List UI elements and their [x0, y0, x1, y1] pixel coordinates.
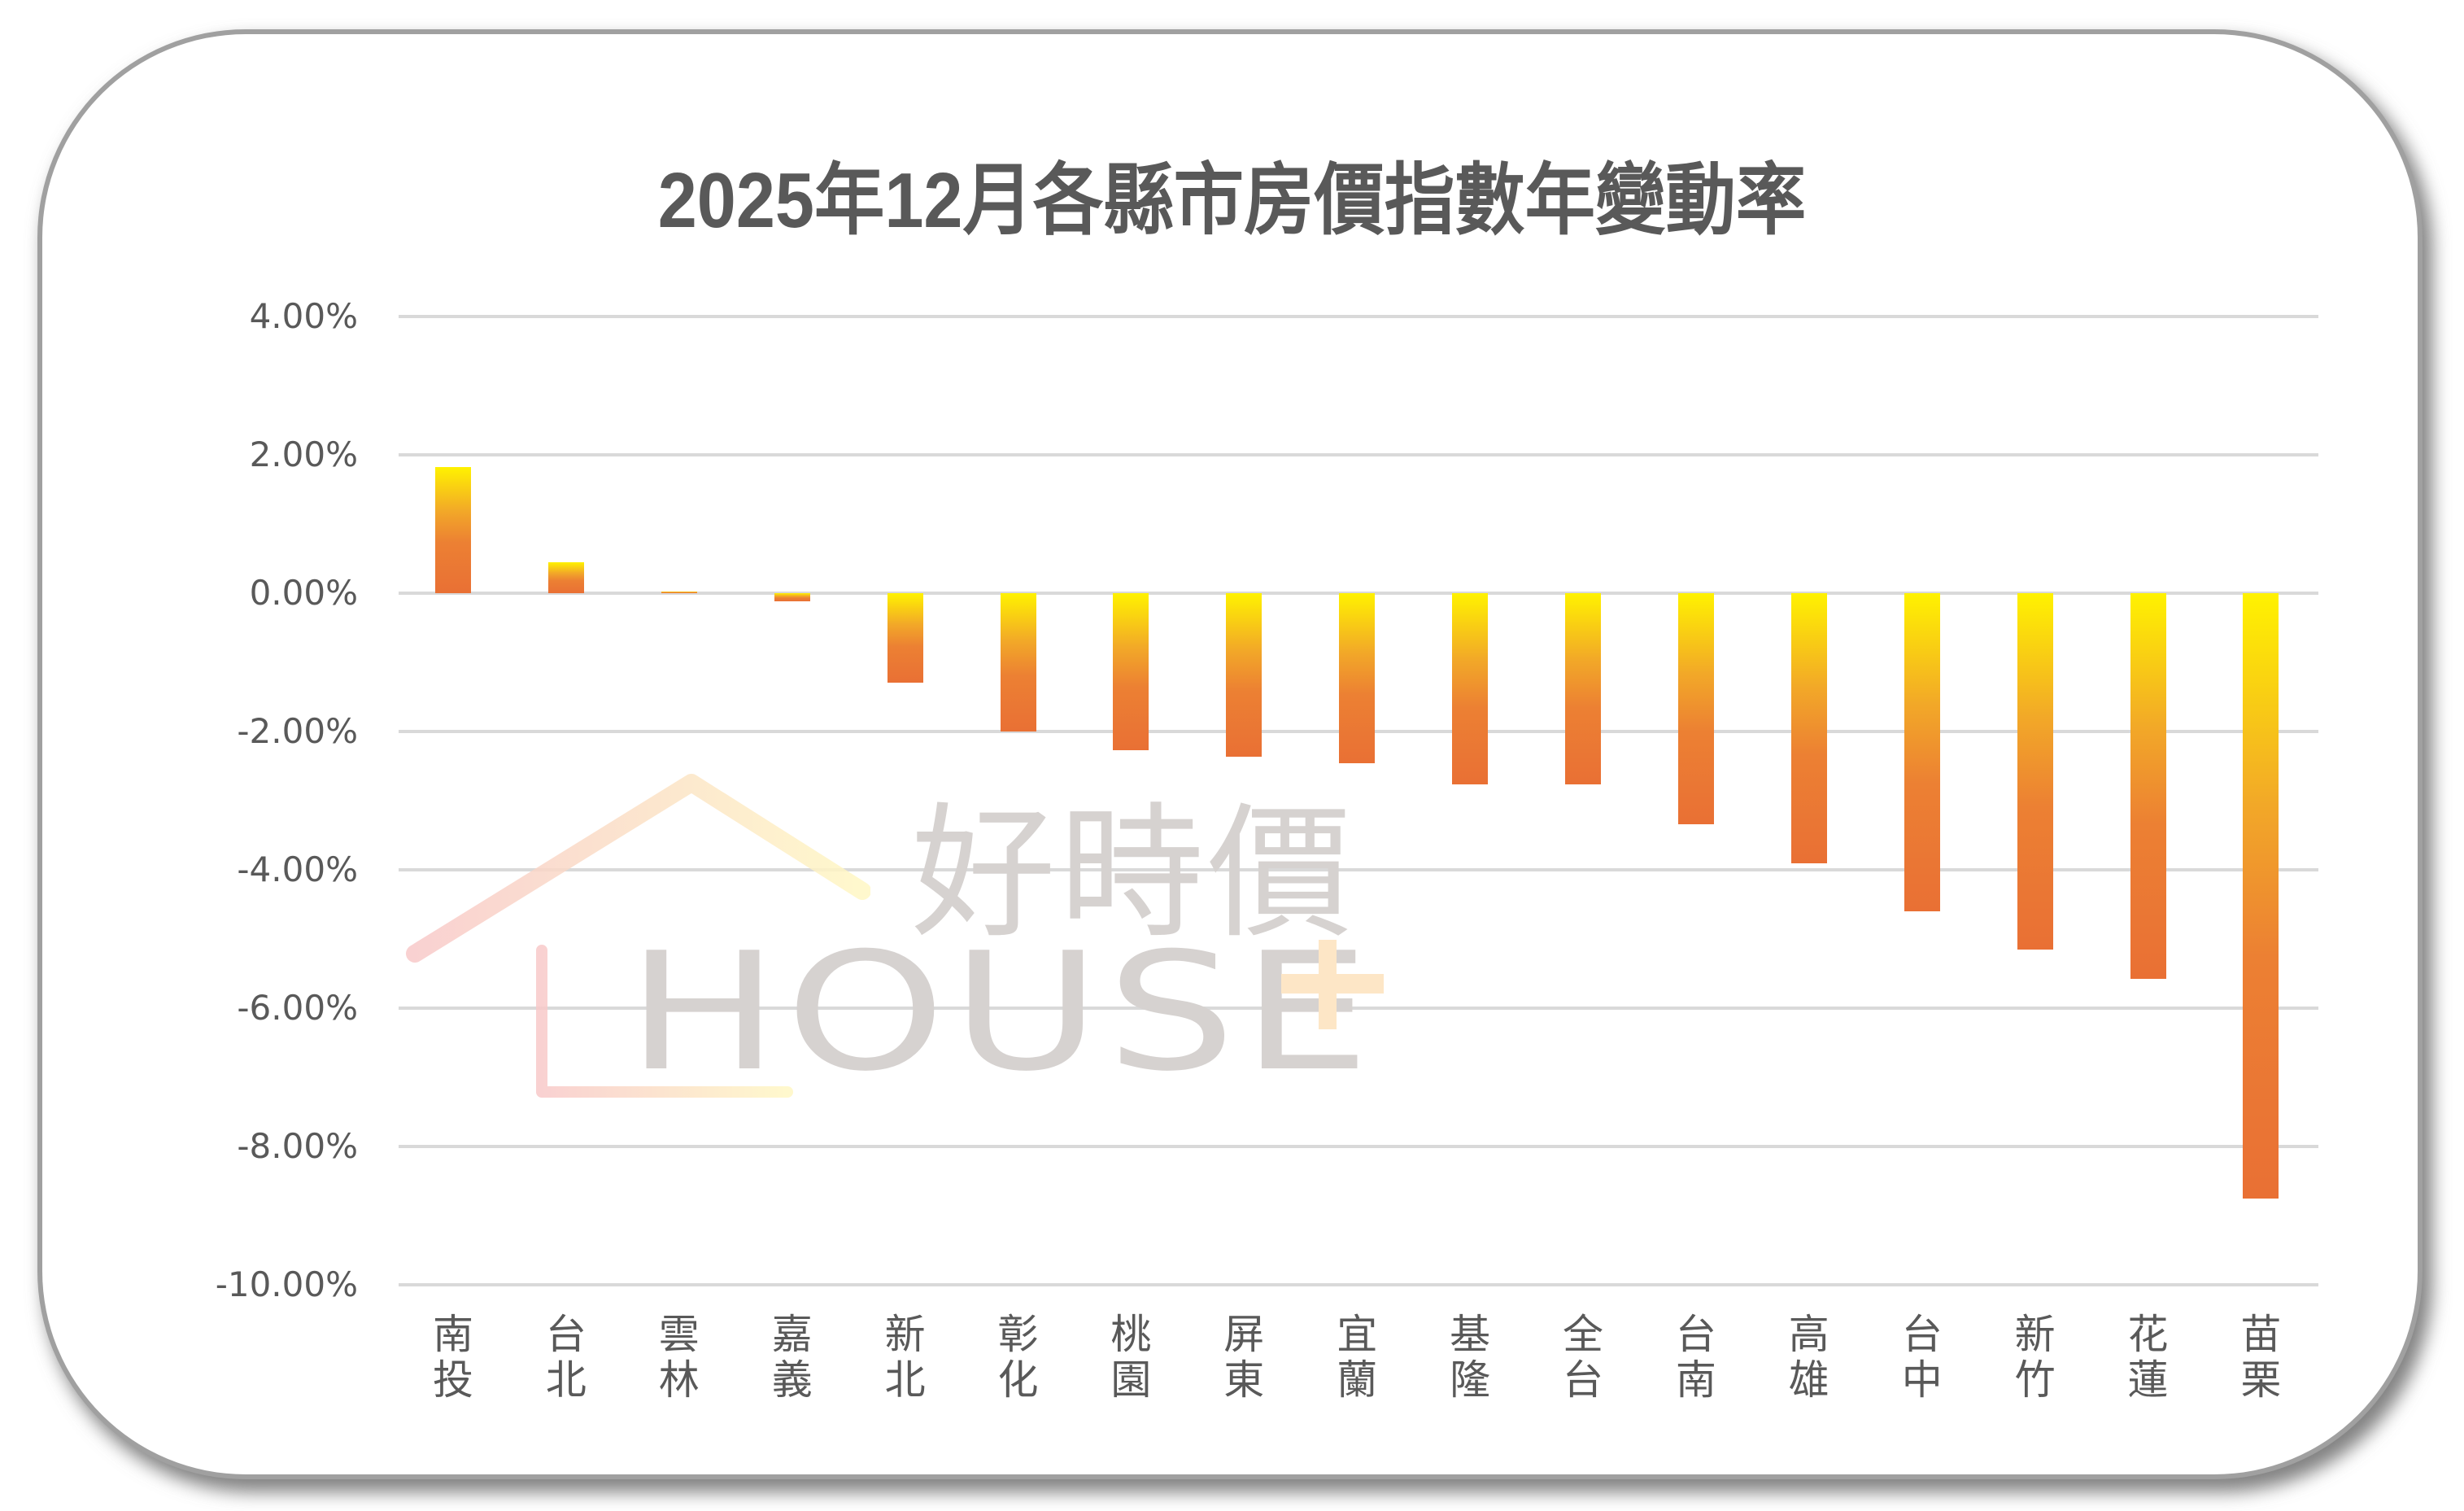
x-axis-label: 高雄	[1785, 1312, 1834, 1403]
x-axis-label: 雲林	[655, 1312, 704, 1403]
x-axis-label: 屏東	[1219, 1312, 1268, 1403]
bar-嘉義	[774, 593, 810, 602]
x-axis-label: 苗栗	[2236, 1312, 2285, 1403]
x-axis-label: 基隆	[1446, 1312, 1494, 1403]
bar-宜蘭	[1339, 593, 1376, 764]
x-axis-label-char: 竹	[2014, 1356, 2056, 1404]
x-axis-label-char: 雄	[1788, 1356, 1829, 1404]
bar-南投	[435, 467, 471, 593]
x-axis-label-char: 屏	[1223, 1311, 1265, 1358]
x-axis-label-char: 台	[1675, 1311, 1716, 1358]
y-tick-label: -10.00%	[215, 1264, 358, 1304]
bar-高雄	[1790, 593, 1827, 864]
x-axis-label-char: 北	[545, 1356, 587, 1404]
x-axis-label-char: 隆	[1450, 1356, 1491, 1404]
x-axis-label: 嘉義	[768, 1312, 817, 1403]
y-tick-label: -6.00%	[237, 988, 358, 1028]
x-axis-label-char: 林	[658, 1356, 700, 1404]
x-axis-label-char: 台	[1901, 1311, 1943, 1358]
x-axis-label-char: 嘉	[771, 1311, 813, 1358]
chart-title: 2025年12月各縣市房價指數年變動率	[657, 157, 1807, 244]
x-axis-label-char: 基	[1450, 1311, 1491, 1358]
x-axis-label: 台中	[1898, 1312, 1947, 1403]
bar-台中	[1904, 593, 1940, 911]
x-axis-label-char: 東	[1223, 1356, 1265, 1404]
bar-苗栗	[2243, 593, 2279, 1199]
bar-新北	[887, 593, 923, 683]
x-axis-label-char: 中	[1901, 1356, 1943, 1404]
x-axis-label: 台北	[542, 1312, 591, 1403]
bar-台南	[1677, 593, 1714, 824]
x-axis-label-char: 園	[1110, 1356, 1152, 1404]
x-axis-label: 台南	[1672, 1312, 1720, 1403]
x-axis-label-char: 彰	[997, 1311, 1039, 1358]
bar-花蓮	[2130, 593, 2166, 980]
gridline	[399, 453, 2318, 456]
bar-屏東	[1226, 593, 1263, 758]
gridline	[399, 868, 2318, 871]
x-axis-label-char: 北	[884, 1356, 926, 1404]
gridline	[399, 1007, 2318, 1010]
y-tick-label: 0.00%	[249, 573, 358, 613]
bar-基隆	[1452, 593, 1489, 784]
x-axis-label-char: 雲	[658, 1311, 700, 1358]
y-tick-label: -8.00%	[237, 1126, 358, 1166]
x-axis-label-char: 新	[884, 1311, 926, 1358]
bar-全台	[1565, 593, 1601, 785]
gridline	[399, 315, 2318, 318]
y-tick-label: 4.00%	[249, 296, 358, 336]
x-axis-label: 彰化	[994, 1312, 1043, 1403]
x-axis-label: 新北	[881, 1312, 930, 1403]
x-axis-label-char: 台	[545, 1311, 587, 1358]
x-axis-label-char: 義	[771, 1356, 813, 1404]
gridline	[399, 1145, 2318, 1148]
x-axis-label-char: 蘭	[1337, 1356, 1378, 1404]
bar-桃園	[1113, 593, 1149, 750]
y-tick-label: 2.00%	[249, 435, 358, 474]
x-axis-label-char: 高	[1788, 1311, 1829, 1358]
y-tick-label: -2.00%	[237, 711, 358, 751]
x-axis-label-char: 化	[997, 1356, 1039, 1404]
x-axis-label-char: 花	[2127, 1311, 2169, 1358]
x-axis-label-char: 投	[433, 1356, 473, 1404]
gridline	[399, 1283, 2318, 1286]
y-tick-label: -4.00%	[237, 849, 358, 889]
x-axis-label-char: 台	[1563, 1356, 1603, 1404]
x-axis-label-char: 南	[1675, 1356, 1716, 1404]
x-axis-label-char: 苗	[2240, 1311, 2282, 1358]
x-axis-label: 宜蘭	[1332, 1312, 1381, 1403]
x-axis-label-char: 蓮	[2127, 1356, 2169, 1404]
x-axis-label: 花蓮	[2124, 1312, 2173, 1403]
x-axis-label-char: 南	[433, 1311, 473, 1358]
bar-雲林	[661, 592, 697, 593]
x-axis-label-char: 全	[1563, 1311, 1603, 1358]
x-axis-label: 全台	[1559, 1312, 1607, 1403]
x-axis-label-char: 新	[2014, 1311, 2056, 1358]
x-axis-label-char: 桃	[1110, 1311, 1152, 1358]
x-axis-label: 新竹	[2011, 1312, 2060, 1403]
x-axis-label: 南投	[429, 1312, 478, 1403]
bar-台北	[547, 561, 584, 593]
bar-彰化	[1000, 593, 1036, 731]
x-axis-label-char: 栗	[2240, 1356, 2282, 1404]
x-axis-label-char: 宜	[1337, 1311, 1378, 1358]
x-axis-label: 桃園	[1106, 1312, 1155, 1403]
bar-新竹	[2017, 593, 2053, 950]
